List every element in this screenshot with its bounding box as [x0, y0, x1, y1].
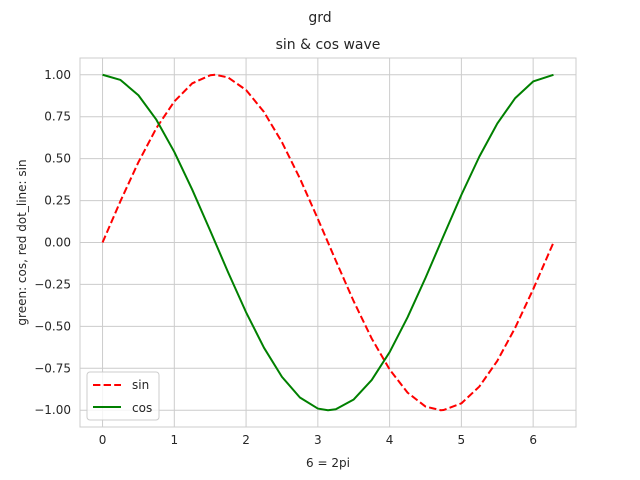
y-tick-label: −0.25 — [34, 277, 71, 291]
legend-label-sin: sin — [132, 378, 149, 392]
x-tick-label: 5 — [458, 433, 466, 447]
figure-suptitle: grd — [308, 10, 331, 26]
x-tick-label: 0 — [99, 433, 107, 447]
series-line-sin — [101, 73, 555, 412]
chart-title: sin & cos wave — [276, 37, 381, 53]
y-tick-labels: 1.00 0.75 0.50 0.25 0.00 −0.25 −0.50 −0.75 −1.00 — [34, 68, 71, 417]
y-tick-label: 0.50 — [44, 152, 71, 166]
y-tick-label: −0.50 — [34, 319, 71, 333]
y-tick-label: −0.75 — [34, 361, 71, 375]
x-tick-label: 6 — [529, 433, 537, 447]
plot-frame — [79, 57, 577, 428]
y-tick-label: −1.00 — [34, 403, 71, 417]
x-axis-label: 6 = 2pi — [306, 456, 350, 470]
y-tick-label: 0.75 — [44, 110, 71, 124]
y-tick-label: 0.00 — [44, 236, 71, 250]
x-tick-labels: 0 1 2 3 4 5 6 — [99, 433, 537, 447]
legend-label-cos: cos — [132, 401, 152, 415]
series-line-cos — [102, 73, 554, 412]
y-axis-label: green: cos, red dot_line: sin — [15, 159, 29, 325]
x-tick-label: 4 — [386, 433, 394, 447]
series-layer — [101, 73, 555, 412]
x-tick-label: 2 — [242, 433, 250, 447]
y-tick-label: 0.25 — [44, 194, 71, 208]
legend: sin cos — [86, 371, 160, 421]
x-tick-label: 1 — [170, 433, 178, 447]
y-tick-label: 1.00 — [44, 68, 71, 82]
x-tick-label: 3 — [314, 433, 322, 447]
